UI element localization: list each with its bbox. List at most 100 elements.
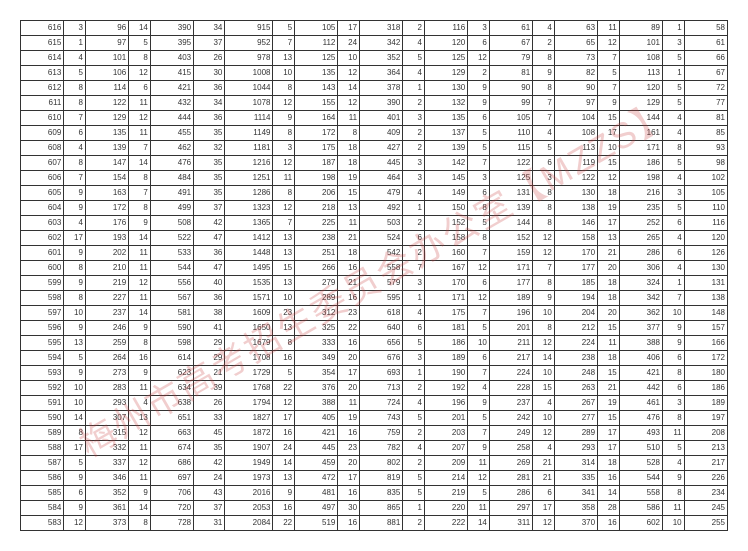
table-cell: 1495 xyxy=(225,261,273,276)
table-cell: 15 xyxy=(598,366,620,381)
table-cell: 1 xyxy=(403,366,425,381)
table-cell: 176 xyxy=(85,216,128,231)
table-cell: 45 xyxy=(194,426,225,441)
table-cell: 36 xyxy=(194,111,225,126)
table-cell: 378 xyxy=(360,81,403,96)
table-cell: 461 xyxy=(619,396,662,411)
table-cell: 499 xyxy=(150,201,193,216)
table-cell: 35 xyxy=(194,156,225,171)
table-cell: 166 xyxy=(684,336,727,351)
table-cell: 129 xyxy=(619,96,662,111)
table-cell: 16 xyxy=(129,351,151,366)
table-cell: 8 xyxy=(663,486,685,501)
table-cell: 286 xyxy=(489,486,532,501)
table-cell: 9 xyxy=(64,186,86,201)
table-cell: 7 xyxy=(533,261,555,276)
table-cell: 3 xyxy=(64,21,86,36)
table-cell: 611 xyxy=(21,96,64,111)
table-cell: 12 xyxy=(338,66,360,81)
table-cell: 1 xyxy=(403,291,425,306)
table-row: 6151975395379527112243424120667265121013… xyxy=(21,36,728,51)
table-cell: 180 xyxy=(684,366,727,381)
table-cell: 125 xyxy=(489,171,532,186)
table-cell: 12 xyxy=(129,111,151,126)
table-cell: 93 xyxy=(684,141,727,156)
table-cell: 226 xyxy=(684,471,727,486)
table-cell: 163 xyxy=(85,186,128,201)
table-cell: 5 xyxy=(663,96,685,111)
table-cell: 181 xyxy=(424,321,467,336)
table-cell: 533 xyxy=(150,246,193,261)
table-cell: 332 xyxy=(85,441,128,456)
table-cell: 1 xyxy=(663,276,685,291)
table-cell: 18 xyxy=(338,141,360,156)
table-cell: 35 xyxy=(194,441,225,456)
table-cell: 1044 xyxy=(225,81,273,96)
table-cell: 23 xyxy=(338,441,360,456)
table-wrapper: 6163961439034915510517318211636146311891… xyxy=(20,20,728,531)
table-cell: 5 xyxy=(663,156,685,171)
table-cell: 584 xyxy=(21,501,64,516)
table-cell: 6 xyxy=(403,231,425,246)
table-cell: 150 xyxy=(424,201,467,216)
table-cell: 8 xyxy=(533,276,555,291)
table-cell: 185 xyxy=(554,276,597,291)
table-cell: 177 xyxy=(489,276,532,291)
table-cell: 5 xyxy=(64,456,86,471)
table-cell: 14 xyxy=(129,501,151,516)
table-cell: 7 xyxy=(663,291,685,306)
table-cell: 915 xyxy=(225,21,273,36)
table-cell: 11 xyxy=(129,126,151,141)
table-cell: 132 xyxy=(424,96,467,111)
table-cell: 7 xyxy=(533,96,555,111)
table-cell: 36 xyxy=(194,81,225,96)
table-cell: 135 xyxy=(424,111,467,126)
table-cell: 154 xyxy=(85,171,128,186)
table-cell: 17 xyxy=(338,366,360,381)
table-cell: 9 xyxy=(273,486,295,501)
table-cell: 19 xyxy=(338,411,360,426)
table-cell: 324 xyxy=(619,276,662,291)
table-cell: 3 xyxy=(403,276,425,291)
table-cell: 10 xyxy=(598,141,620,156)
table-row: 6078147144763512161218718445314271226119… xyxy=(21,156,728,171)
table-cell: 17 xyxy=(273,411,295,426)
table-cell: 18 xyxy=(598,291,620,306)
table-cell: 6 xyxy=(403,321,425,336)
table-cell: 245 xyxy=(684,501,727,516)
table-cell: 586 xyxy=(21,471,64,486)
table-cell: 171 xyxy=(489,261,532,276)
table-cell: 1078 xyxy=(225,96,273,111)
table-cell: 40 xyxy=(194,276,225,291)
table-cell: 8 xyxy=(129,171,151,186)
table-cell: 472 xyxy=(295,471,338,486)
table-cell: 8 xyxy=(273,126,295,141)
table-cell: 115 xyxy=(489,141,532,156)
table-cell: 3 xyxy=(403,171,425,186)
table-cell: 108 xyxy=(554,126,597,141)
table-cell: 5 xyxy=(468,486,490,501)
table-cell: 524 xyxy=(360,231,403,246)
table-cell: 104 xyxy=(554,111,597,126)
table-cell: 89 xyxy=(619,21,662,36)
table-cell: 4 xyxy=(129,396,151,411)
table-cell: 8 xyxy=(273,186,295,201)
table-cell: 97 xyxy=(554,96,597,111)
table-cell: 161 xyxy=(619,126,662,141)
table-cell: 171 xyxy=(619,141,662,156)
table-cell: 5 xyxy=(533,141,555,156)
table-cell: 138 xyxy=(554,201,597,216)
table-cell: 13 xyxy=(273,276,295,291)
table-cell: 341 xyxy=(554,486,597,501)
table-cell: 120 xyxy=(424,36,467,51)
table-cell: 5 xyxy=(273,21,295,36)
table-cell: 618 xyxy=(360,306,403,321)
table-cell: 9 xyxy=(64,201,86,216)
table-cell: 17 xyxy=(533,501,555,516)
table-cell: 9 xyxy=(663,336,685,351)
table-cell: 12 xyxy=(468,471,490,486)
table-cell: 11 xyxy=(468,501,490,516)
table-cell: 197 xyxy=(684,411,727,426)
table-cell: 159 xyxy=(489,246,532,261)
table-row: 5898315126634518721642116759220372491228… xyxy=(21,426,728,441)
